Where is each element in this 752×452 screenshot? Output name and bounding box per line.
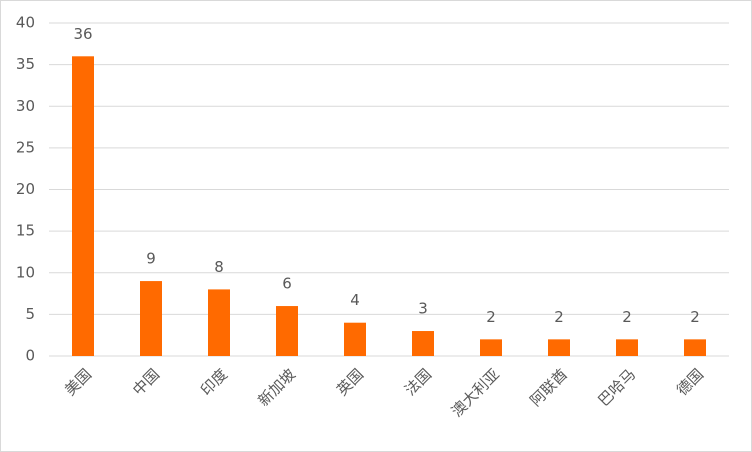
bar bbox=[684, 339, 706, 356]
data-label: 8 bbox=[214, 258, 224, 276]
data-label: 2 bbox=[622, 308, 632, 326]
y-tick-label: 40 bbox=[16, 14, 35, 32]
data-label: 9 bbox=[146, 250, 156, 268]
bar bbox=[72, 56, 94, 357]
y-tick-label: 0 bbox=[25, 347, 35, 365]
y-tick-label: 25 bbox=[16, 138, 35, 156]
y-tick-label: 35 bbox=[16, 55, 35, 73]
bar bbox=[616, 339, 638, 356]
bar bbox=[344, 322, 366, 356]
bar bbox=[276, 306, 298, 356]
bar bbox=[412, 331, 434, 356]
y-tick-label: 30 bbox=[16, 97, 35, 115]
bar bbox=[480, 339, 502, 356]
y-tick-label: 5 bbox=[25, 305, 35, 323]
y-tick-label: 20 bbox=[16, 180, 35, 198]
bar bbox=[548, 339, 570, 356]
y-tick-label: 10 bbox=[16, 263, 35, 281]
data-label: 4 bbox=[350, 291, 360, 309]
data-label: 2 bbox=[486, 308, 496, 326]
bar bbox=[140, 281, 162, 356]
data-label: 2 bbox=[554, 308, 564, 326]
data-label: 2 bbox=[690, 308, 700, 326]
data-label: 6 bbox=[282, 275, 292, 293]
data-label: 36 bbox=[73, 25, 92, 43]
data-label: 3 bbox=[418, 300, 428, 318]
y-tick-label: 15 bbox=[16, 222, 35, 240]
bar bbox=[208, 289, 230, 356]
